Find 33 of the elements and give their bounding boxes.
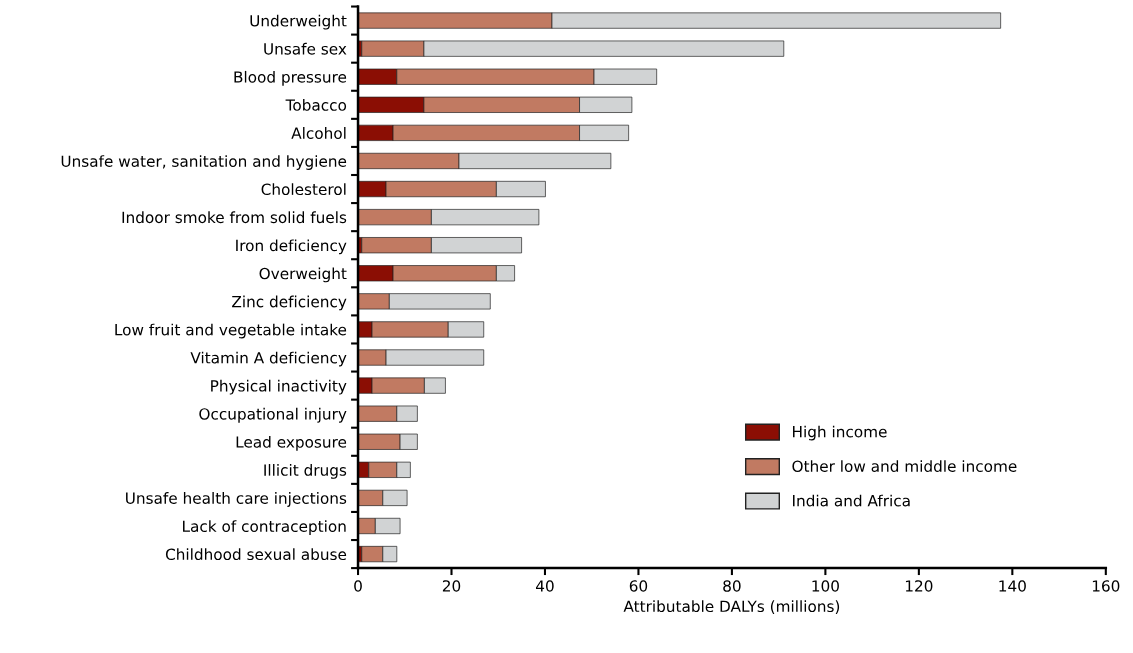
y-tick-label: Tobacco: [285, 99, 347, 111]
legend-label: India and Africa: [793, 494, 910, 507]
x-tick-label: 40: [536, 580, 554, 592]
x-tick-label: 80: [723, 580, 741, 592]
y-tick-label: Indoor smoke from solid fuels: [122, 211, 347, 224]
y-tick-label: Lead exposure: [236, 435, 347, 451]
x-tick-label: 0: [354, 580, 362, 592]
y-tick-label: Vitamin A deficiency: [190, 351, 347, 367]
y-tick-label: Alcohol: [291, 127, 346, 139]
y-tick-label: Illicit drugs: [264, 464, 347, 479]
y-tick-label: Zinc deficiency: [232, 295, 347, 311]
y-tick-label: Underweight: [250, 14, 347, 30]
y-tick-label: Low fruit and vegetable intake: [115, 323, 347, 339]
y-tick-label: Blood pressure: [234, 70, 347, 86]
legend-label: Other low and middle income: [792, 460, 1017, 472]
x-tick-label: 120: [905, 580, 933, 592]
y-tick-label: Childhood sexual abuse: [165, 548, 347, 561]
legend-label: High income: [793, 425, 887, 441]
x-tick-label: 100: [812, 580, 839, 592]
y-tick-label: Cholesterol: [261, 183, 346, 196]
x-axis-title: Attributable DALYs (millions): [623, 600, 840, 614]
y-tick-label: Overweight: [259, 267, 347, 283]
y-tick-label: Physical inactivity: [211, 379, 347, 395]
x-tick-label: 60: [629, 580, 648, 592]
x-tick-label: 160: [1092, 580, 1120, 592]
y-tick-label: Lack of contraception: [183, 520, 346, 535]
y-tick-label: Unsafe sex: [264, 42, 347, 55]
y-tick-label: Occupational injury: [199, 407, 347, 423]
y-tick-label: Unsafe health care injections: [126, 492, 347, 507]
y-tick-label: Iron deficiency: [236, 239, 347, 255]
y-tick-label: Unsafe water, sanitation and hygiene: [61, 155, 347, 170]
x-tick-label: 140: [999, 580, 1026, 592]
x-tick-label: 20: [442, 580, 461, 592]
